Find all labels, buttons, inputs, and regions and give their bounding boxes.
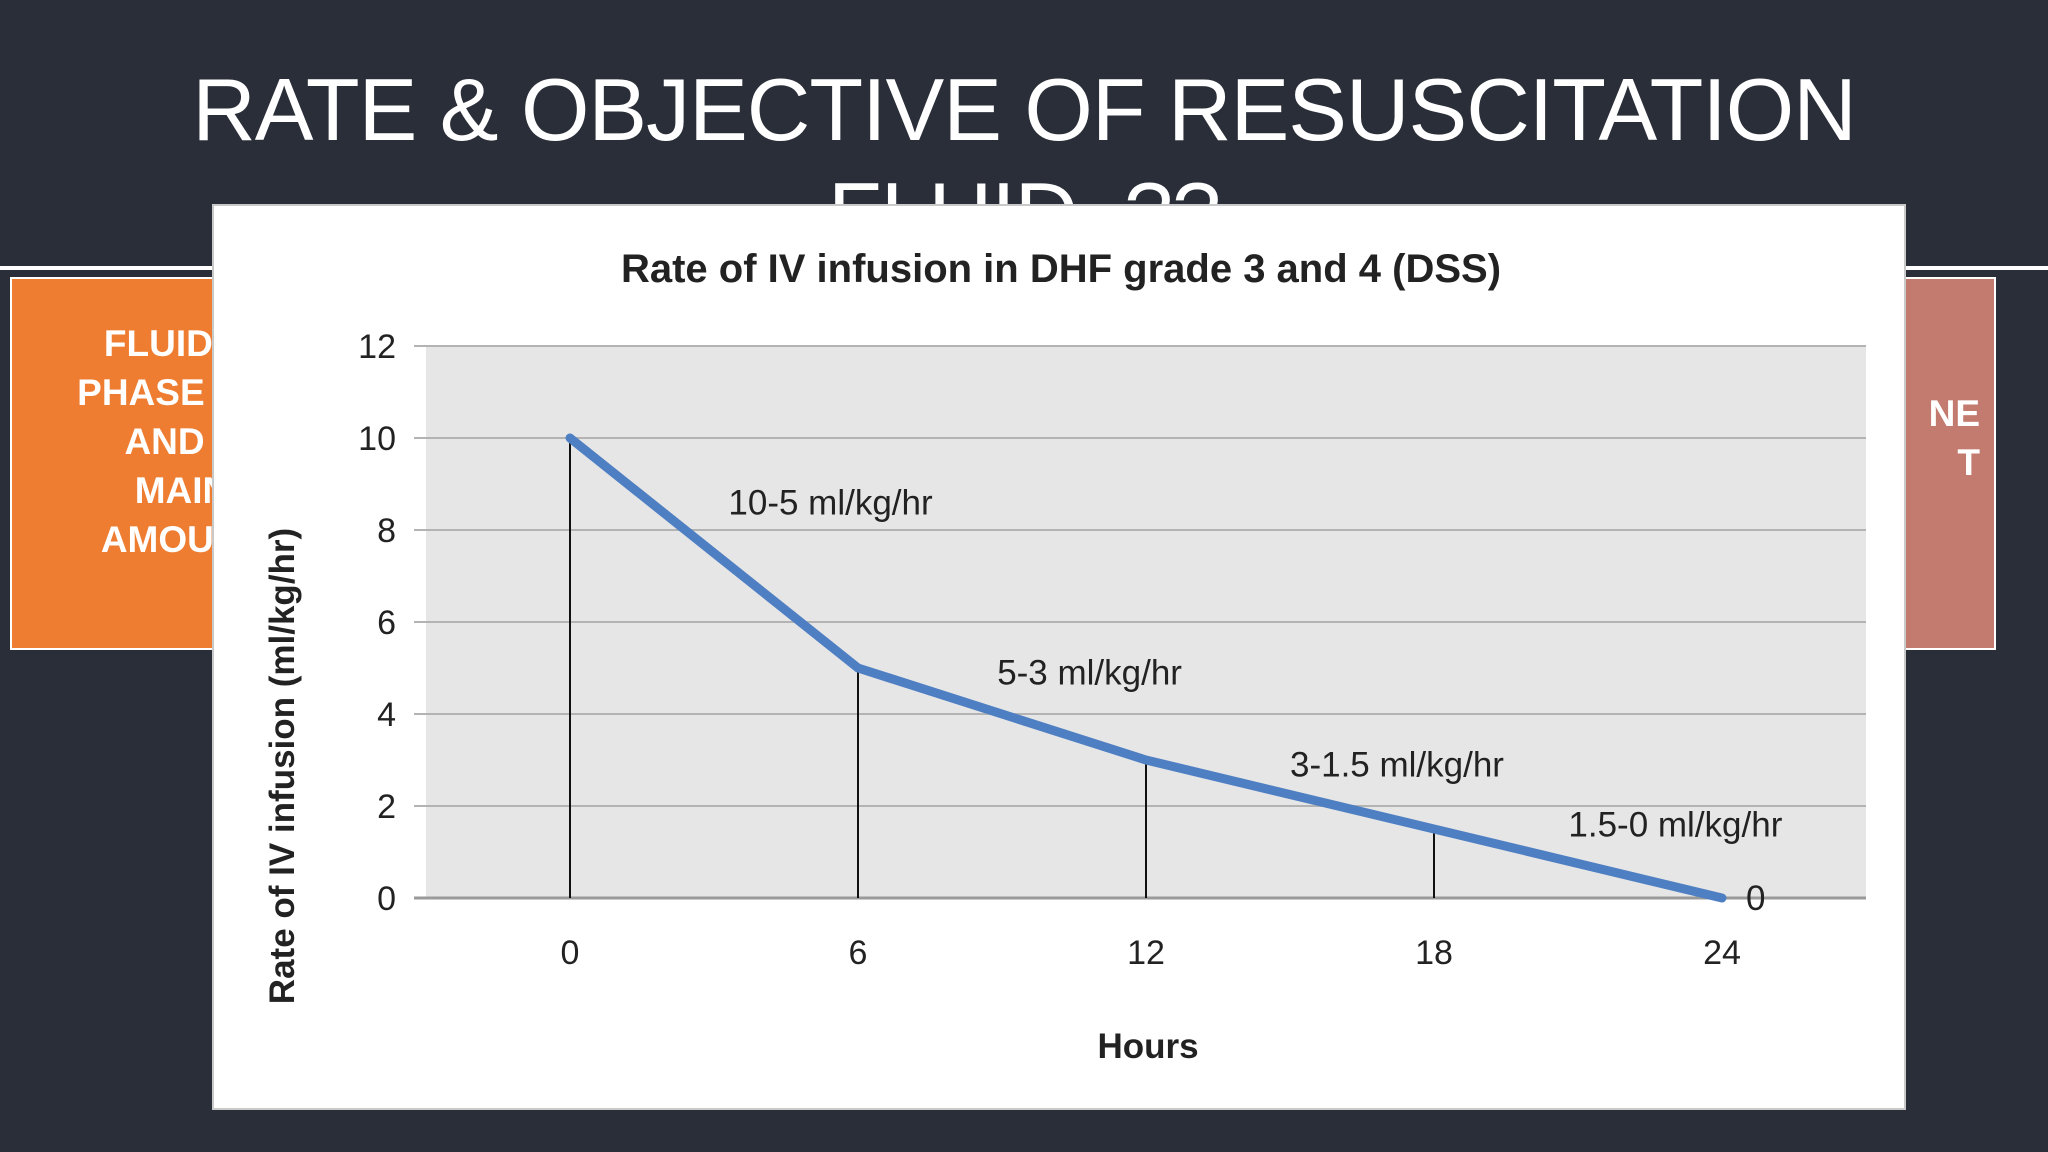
segment-rate-label-4: 1.5-0 ml/kg/hr (1568, 805, 1782, 844)
x-tick-label-6: 6 (849, 934, 868, 972)
rate-line-chart: Rate of IV infusion in DHF grade 3 and 4… (263, 247, 1866, 1066)
data-point-18 (1432, 827, 1436, 831)
y-tick-label-10: 10 (358, 420, 396, 458)
y-tick-label-2: 2 (377, 788, 396, 826)
x-tick-label-24: 24 (1703, 934, 1741, 972)
segment-rate-label-2: 5-3 ml/kg/hr (997, 654, 1182, 693)
y-tick-label-4: 4 (377, 696, 396, 734)
x-tick-label-18: 18 (1415, 934, 1453, 972)
y-axis-label: Rate of IV infusion (ml/kg/hr) (263, 528, 302, 1004)
x-axis-label: Hours (1097, 1027, 1198, 1066)
y-tick-label-12: 12 (358, 328, 396, 366)
x-tick-label-12: 12 (1127, 934, 1165, 972)
data-point-6 (856, 666, 860, 670)
data-point-12 (1144, 758, 1148, 762)
left-orange-box: FLUID IN PHASE IS C AND S MAIN AMOUNT (10, 277, 246, 650)
y-tick-label-0: 0 (377, 880, 396, 918)
segment-rate-label-5: 0 (1746, 879, 1765, 918)
segment-rate-label-1: 10-5 ml/kg/hr (728, 483, 933, 522)
y-tick-label-6: 6 (377, 604, 396, 642)
segment-rate-label-3: 3-1.5 ml/kg/hr (1290, 746, 1504, 785)
data-point-24 (1720, 896, 1724, 900)
data-point-0 (568, 436, 572, 440)
right-box-text: NE T (1928, 393, 1980, 483)
x-tick-label-0: 0 (561, 934, 580, 972)
chart-panel: Rate of IV infusion in DHF grade 3 and 4… (212, 204, 1906, 1110)
chart-title: Rate of IV infusion in DHF grade 3 and 4… (621, 247, 1501, 291)
y-tick-label-8: 8 (377, 512, 396, 550)
